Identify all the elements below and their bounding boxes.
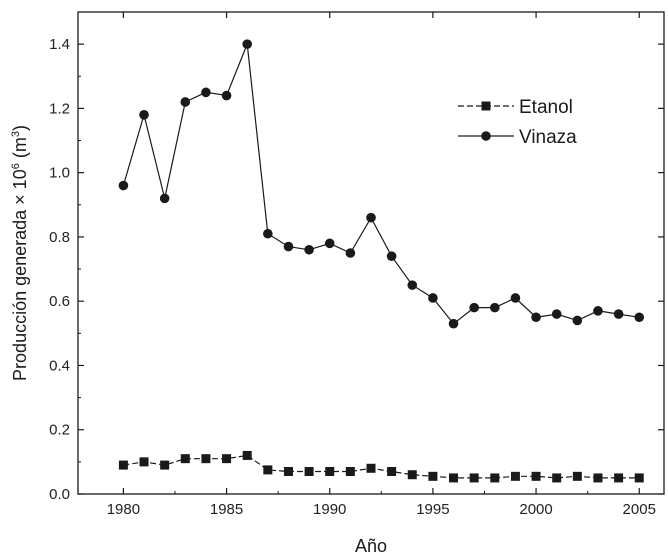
data-point-etanol <box>345 467 355 477</box>
y-axis-title-main: Producción generada × 10 <box>10 169 30 381</box>
y-tick-label: 0.0 <box>49 486 70 503</box>
data-point-vinaza <box>242 39 252 49</box>
data-point-etanol <box>593 473 603 483</box>
y-axis-title: Producción generada × 106 (m3) <box>10 125 30 381</box>
data-point-vinaza <box>572 315 583 326</box>
series-line-etanol <box>123 454 640 479</box>
y-tick-label: 0.6 <box>49 293 70 310</box>
data-point-etanol <box>510 471 520 481</box>
data-point-vinaza <box>159 193 170 204</box>
data-point-etanol <box>118 460 128 470</box>
data-point-vinaza <box>386 251 397 262</box>
data-point-etanol <box>407 470 417 480</box>
y-axis-title-unit: (m <box>10 137 30 163</box>
x-tick-label: 1995 <box>416 501 449 518</box>
legend-label-vinaza: Vinaza <box>519 127 577 148</box>
legend-marker-etanol <box>481 101 491 111</box>
y-axis-title-unit-exponent: 3 <box>10 131 22 137</box>
x-tick-label: 2000 <box>519 501 552 518</box>
data-point-vinaza <box>490 302 500 313</box>
y-tick-label: 0.4 <box>49 357 70 374</box>
series-line-vinaza <box>122 43 640 325</box>
y-tick-label: 1.2 <box>49 100 70 117</box>
data-point-vinaza <box>531 312 541 323</box>
data-point-vinaza <box>551 309 562 319</box>
x-tick-label: 1990 <box>313 501 346 518</box>
data-point-vinaza <box>407 280 418 290</box>
data-point-vinaza <box>448 318 459 329</box>
data-point-etanol <box>222 454 232 464</box>
y-axis-title-unit-close: ) <box>10 125 30 131</box>
legend-label-etanol: Etanol <box>519 97 573 118</box>
legend-item-etanol: Etanol <box>458 97 573 118</box>
data-point-etanol <box>490 473 500 483</box>
data-point-vinaza <box>613 309 624 319</box>
data-point-vinaza <box>366 212 376 223</box>
y-axis: 0.0 0.2 0.4 0.6 0.8 1.0 1.2 1.4 <box>49 36 664 503</box>
x-tick-label: 2005 <box>623 501 656 518</box>
x-tick-label: 1985 <box>210 501 243 518</box>
data-point-vinaza <box>139 110 149 120</box>
data-point-etanol <box>614 473 624 483</box>
data-point-etanol <box>304 467 314 477</box>
data-point-etanol <box>366 463 376 473</box>
legend-marker-vinaza <box>481 131 491 141</box>
data-point-etanol <box>201 454 211 464</box>
data-point-vinaza <box>510 293 521 303</box>
data-point-etanol <box>572 471 582 481</box>
data-point-vinaza <box>428 293 438 303</box>
data-point-etanol <box>139 457 149 467</box>
series-layer <box>118 39 645 483</box>
data-point-etanol <box>428 471 438 481</box>
data-point-vinaza <box>634 312 645 323</box>
data-point-etanol <box>263 465 273 475</box>
data-point-vinaza <box>221 90 232 101</box>
legend-item-vinaza: Vinaza <box>458 127 577 148</box>
data-point-vinaza <box>118 180 129 191</box>
data-point-vinaza <box>201 87 211 98</box>
data-point-vinaza <box>324 238 335 249</box>
x-axis: 1980 1985 1990 1995 2000 2005 <box>107 12 656 518</box>
data-point-etanol <box>552 473 562 483</box>
data-point-vinaza <box>263 228 273 239</box>
data-point-etanol <box>160 460 170 470</box>
y-tick-label: 0.8 <box>49 229 70 246</box>
y-axis-title-exponent: 6 <box>10 163 22 169</box>
data-point-vinaza <box>304 244 314 255</box>
data-point-etanol <box>325 467 335 477</box>
series-vinaza <box>118 39 645 329</box>
data-point-vinaza <box>283 241 294 252</box>
plot-frame <box>77 11 665 495</box>
data-point-etanol <box>531 471 541 481</box>
y-tick-label: 0.2 <box>49 422 70 439</box>
data-point-etanol <box>242 450 252 460</box>
data-point-vinaza <box>469 302 479 313</box>
y-tick-label: 1.4 <box>49 36 70 53</box>
x-tick-label: 1980 <box>107 501 140 518</box>
data-point-etanol <box>387 467 397 477</box>
data-point-etanol <box>469 473 479 483</box>
series-etanol <box>118 450 644 483</box>
data-point-vinaza <box>345 248 356 258</box>
x-axis-title: Año <box>355 536 387 556</box>
data-point-etanol <box>634 473 644 483</box>
data-point-vinaza <box>593 306 603 316</box>
y-tick-label: 1.0 <box>49 165 70 182</box>
data-point-etanol <box>180 454 190 464</box>
data-point-etanol <box>283 467 293 477</box>
data-point-vinaza <box>180 97 191 107</box>
legend: Etanol Vinaza <box>458 97 577 148</box>
data-point-etanol <box>449 473 459 483</box>
